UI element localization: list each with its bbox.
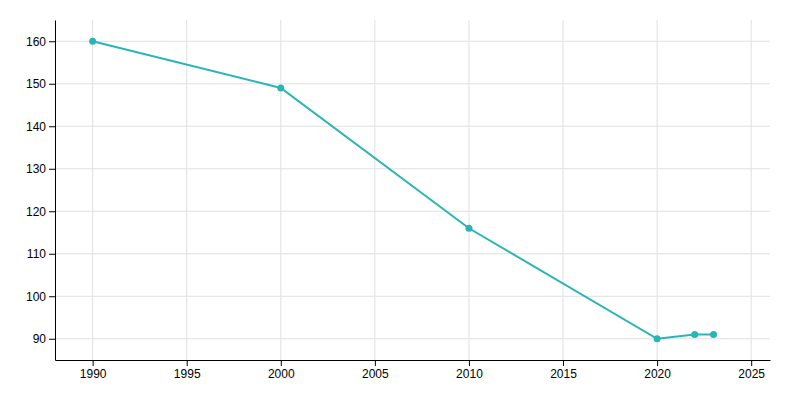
tick: 100	[26, 290, 55, 304]
tick: 2010	[456, 360, 483, 381]
tick-label: 140	[26, 120, 46, 134]
tick-mark	[657, 360, 658, 366]
tick-label: 130	[26, 162, 46, 176]
tick-mark	[49, 84, 55, 85]
tick: 2015	[550, 360, 577, 381]
tick-mark	[49, 339, 55, 340]
grid-line-y	[55, 168, 770, 169]
point	[465, 225, 472, 232]
grid-line-x	[657, 20, 658, 360]
tick-label: 120	[26, 205, 46, 219]
tick-label: 160	[26, 35, 46, 49]
tick: 110	[27, 247, 55, 261]
tick-label: 110	[27, 247, 46, 261]
grid-line-x	[468, 20, 469, 360]
tick-mark	[563, 360, 564, 366]
tick-label: 2010	[456, 367, 483, 381]
tick-label: 2000	[268, 367, 295, 381]
grid-line-x	[186, 20, 187, 360]
tick-mark	[751, 360, 752, 366]
line	[93, 41, 714, 339]
tick-mark	[49, 211, 55, 212]
point	[691, 331, 698, 338]
grid-line-y	[55, 83, 770, 84]
tick-mark	[49, 169, 55, 170]
axis-line	[56, 360, 771, 361]
tick: 2005	[362, 360, 389, 381]
tick-label: 1995	[174, 367, 201, 381]
tick: 2000	[268, 360, 295, 381]
tick-label: 2015	[550, 367, 577, 381]
tick: 160	[26, 35, 55, 49]
marks	[89, 38, 717, 343]
point	[277, 85, 284, 92]
grid-line-x	[374, 20, 375, 360]
axis-line	[55, 21, 56, 361]
tick-mark	[49, 126, 55, 127]
tick-mark	[187, 360, 188, 366]
grid-line-x	[92, 20, 93, 360]
point	[654, 335, 661, 342]
grid-line-x	[751, 20, 752, 360]
tick: 150	[26, 77, 55, 91]
grid-line-y	[55, 41, 770, 42]
tick: 130	[26, 162, 55, 176]
tick: 1990	[80, 360, 107, 381]
chart: 1990 1995 2000 2005 2010 2015 2020 2025 90 100 110…	[0, 0, 800, 400]
grid	[55, 20, 770, 360]
tick-mark	[49, 254, 55, 255]
tick-mark	[469, 360, 470, 366]
tick-mark	[281, 360, 282, 366]
tick: 2020	[644, 360, 671, 381]
tick-mark	[49, 41, 55, 42]
tick-label: 2020	[644, 367, 671, 381]
tick-mark	[375, 360, 376, 366]
grid-line-x	[280, 20, 281, 360]
tick: 140	[26, 120, 55, 134]
tick: 120	[26, 205, 55, 219]
tick-label: 2025	[738, 367, 765, 381]
point	[710, 331, 717, 338]
tick-label: 2005	[362, 367, 389, 381]
point	[89, 38, 96, 45]
grid-line-y	[55, 296, 770, 297]
grid-line-y	[55, 126, 770, 127]
y-axis: 90 100 110 120 130 140 150 160	[26, 21, 56, 361]
tick: 1995	[174, 360, 201, 381]
tick-mark	[93, 360, 94, 366]
x-axis: 1990 1995 2000 2005 2010 2015 2020 2025	[56, 360, 771, 381]
tick-label: 150	[26, 77, 46, 91]
tick: 2025	[738, 360, 765, 381]
tick-label: 1990	[80, 367, 107, 381]
tick-label: 100	[26, 290, 46, 304]
grid-line-y	[55, 253, 770, 254]
grid-line-y	[55, 211, 770, 212]
tick-mark	[49, 296, 55, 297]
plot: 1990 1995 2000 2005 2010 2015 2020 2025 90 100 110…	[26, 20, 771, 381]
tick-label: 90	[33, 332, 47, 346]
grid-line-x	[563, 20, 564, 360]
tick: 90	[33, 332, 55, 346]
